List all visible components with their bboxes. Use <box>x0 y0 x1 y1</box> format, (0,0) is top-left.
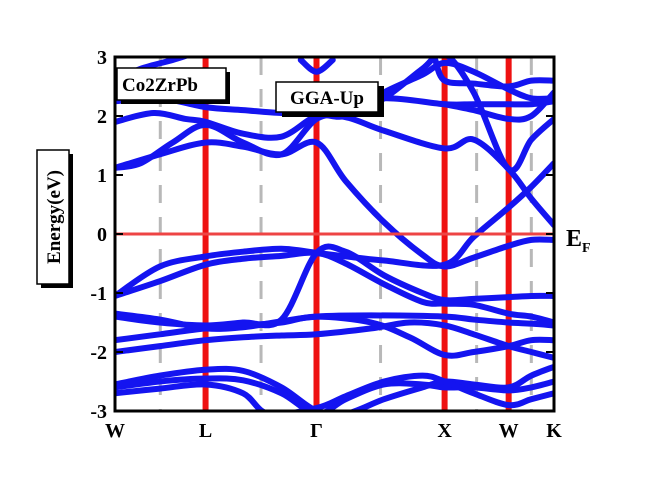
energy-bands <box>115 57 554 411</box>
band-line-5 <box>115 319 554 361</box>
y-tick-label: 2 <box>97 106 107 128</box>
band-line-8 <box>115 372 554 411</box>
band-line-9 <box>115 138 554 270</box>
x-tick-label: L <box>199 420 212 442</box>
y-tick-label: 1 <box>97 165 107 187</box>
y-tick-label: -1 <box>90 283 107 305</box>
x-tick-label: W <box>105 420 125 442</box>
x-tick-label: Γ <box>310 420 323 442</box>
band-line-15 <box>355 59 554 114</box>
y-tick-label: -2 <box>90 342 107 364</box>
fermi-label: EF <box>566 226 591 256</box>
y-axis-ticks: 3 2 1 0 -1 -2 -3 <box>90 47 554 423</box>
band-line-1 <box>115 249 554 326</box>
y-axis-label-box: Energy(eV) <box>36 149 73 288</box>
x-tick-label: W <box>499 420 519 442</box>
band-line-17 <box>441 89 554 123</box>
method-label: GGA-Up <box>290 88 364 109</box>
y-tick-label: -3 <box>90 401 107 423</box>
band-line-16 <box>432 57 554 90</box>
y-tick-label: 3 <box>97 47 107 69</box>
y-axis-label: Energy(eV) <box>44 170 65 264</box>
x-tick-label: X <box>437 420 452 442</box>
y-tick-label: 0 <box>97 224 107 246</box>
material-label: Co2ZrPb <box>122 75 198 96</box>
band-line-0 <box>115 160 554 299</box>
method-label-box: GGA-Up <box>275 81 384 117</box>
material-label-box: Co2ZrPb <box>116 67 230 104</box>
x-tick-label: K <box>546 420 562 442</box>
band-line-14 <box>297 57 336 75</box>
fermi-label-sub: F <box>582 241 591 256</box>
fermi-label-main: E <box>566 226 582 252</box>
